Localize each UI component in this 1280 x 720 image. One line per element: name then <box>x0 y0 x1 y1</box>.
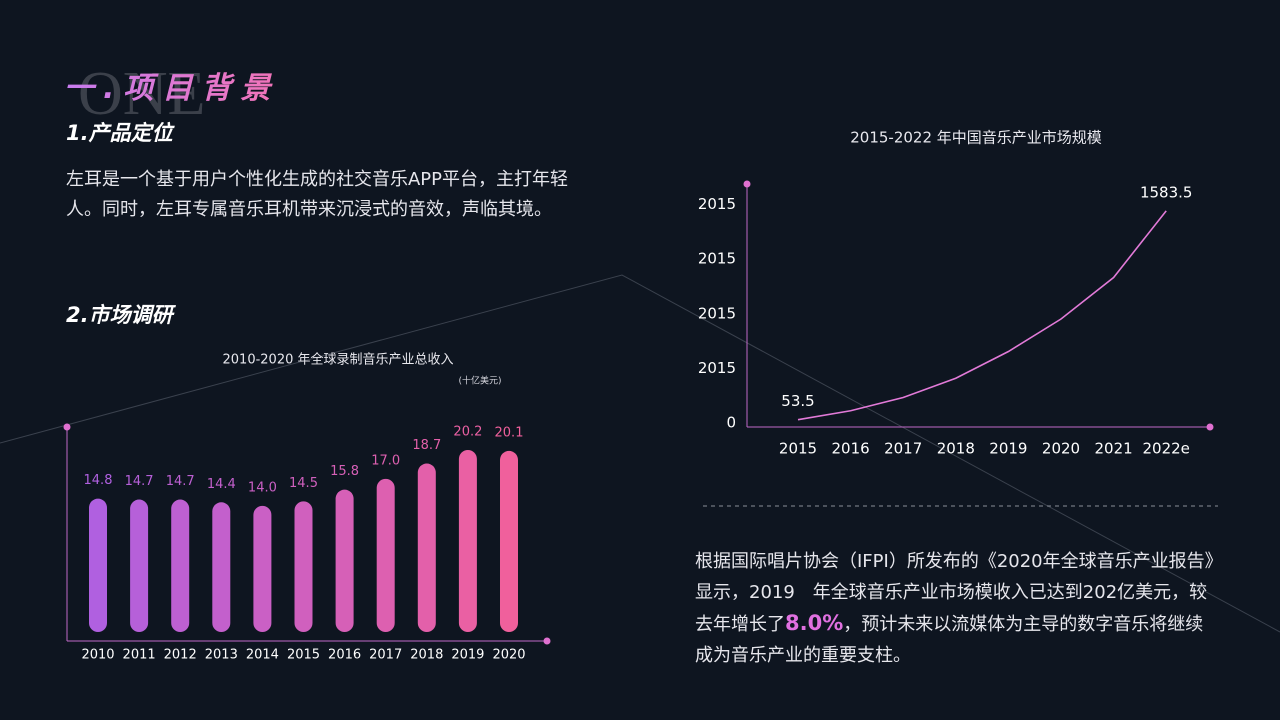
highlight: 8.0% <box>785 611 844 635</box>
x-tick-label: 2019 <box>989 440 1027 458</box>
page-title: 一.项目背景 <box>64 71 279 106</box>
x-tick-label: 2013 <box>205 648 238 663</box>
axis-dot <box>1206 423 1214 431</box>
data-label: 14.7 <box>166 474 195 489</box>
x-tick-label: 2011 <box>123 648 156 663</box>
line <box>797 210 1167 421</box>
paragraph: 根据国际唱片协会（IFPI）所发布的《2020年全球音乐产业报告》显示，2019… <box>695 546 1220 671</box>
text: ，预计未来以流媒体为主导的数字音乐将继续成为音乐产业的重要支柱。 <box>695 614 1204 666</box>
data-label: 14.5 <box>289 476 318 491</box>
chart-title: 2015-2022 年中国音乐产业市场规模 <box>850 129 1102 147</box>
x-tick-label: 2010 <box>81 648 114 663</box>
y-tick-label: 0 <box>726 414 736 432</box>
x-tick-label: 2012 <box>164 648 197 663</box>
x-tick-label: 2017 <box>369 648 402 663</box>
bar <box>417 463 436 632</box>
bar <box>335 489 354 632</box>
data-label: 14.8 <box>84 473 113 488</box>
bar <box>376 478 395 632</box>
data-label: 20.2 <box>453 425 482 440</box>
x-tick-label: 2019 <box>451 648 484 663</box>
x-tick-label: 2020 <box>492 648 525 663</box>
data-label: 1583.5 <box>1140 183 1193 201</box>
y-tick-label: 2015 <box>698 359 736 377</box>
x-tick-label: 2018 <box>937 440 975 458</box>
watermark: ONE <box>78 60 205 128</box>
section-heading: 2.市场调研 <box>66 303 177 327</box>
section-heading: 1.产品定位 <box>66 121 176 145</box>
y-tick-label: 2015 <box>698 195 736 213</box>
data-label: 14.4 <box>207 477 236 492</box>
bar <box>212 502 231 632</box>
data-label: 20.1 <box>495 425 524 440</box>
axis-dot <box>63 423 71 431</box>
bar <box>294 501 313 632</box>
x-tick-label: 2022e <box>1142 440 1189 458</box>
x-tick-label: 2020 <box>1042 440 1080 458</box>
x-tick-label: 2016 <box>832 440 870 458</box>
x-tick-label: 2015 <box>779 440 817 458</box>
y-tick-label: 2015 <box>698 250 736 268</box>
data-label: 15.8 <box>330 464 359 479</box>
x-tick-label: 2015 <box>287 648 320 663</box>
y-tick-label: 2015 <box>698 304 736 322</box>
paragraph: 左耳是一个基于用户个性化生成的社交音乐APP平台，主打年轻人。同时，左耳专属音乐… <box>66 169 569 220</box>
bar <box>500 450 518 632</box>
bar <box>89 498 107 632</box>
axis-dot <box>543 637 551 645</box>
axis-dot <box>743 180 751 188</box>
bar <box>171 499 190 632</box>
data-label: 14.7 <box>125 474 154 489</box>
decor-line <box>0 274 1280 633</box>
bar <box>253 505 272 632</box>
text: 根据国际唱片协会（IFPI）所发布的《2020年全球音乐产业报告》显示，2019… <box>695 551 1214 635</box>
x-tick-label: 2018 <box>410 648 443 663</box>
bar <box>130 499 149 632</box>
x-tick-label: 2017 <box>884 440 922 458</box>
x-tick-label: 2014 <box>246 648 279 663</box>
data-label: 14.0 <box>248 480 277 495</box>
x-tick-label: 2021 <box>1095 440 1133 458</box>
chart-subtitle: (十亿美元) <box>458 375 501 387</box>
data-label: 17.0 <box>371 453 400 468</box>
data-label: 53.5 <box>781 392 814 410</box>
bar <box>458 450 477 632</box>
chart-title: 2010-2020 年全球录制音乐产业总收入 <box>223 352 454 368</box>
x-tick-label: 2016 <box>328 648 361 663</box>
data-label: 18.7 <box>412 438 441 453</box>
